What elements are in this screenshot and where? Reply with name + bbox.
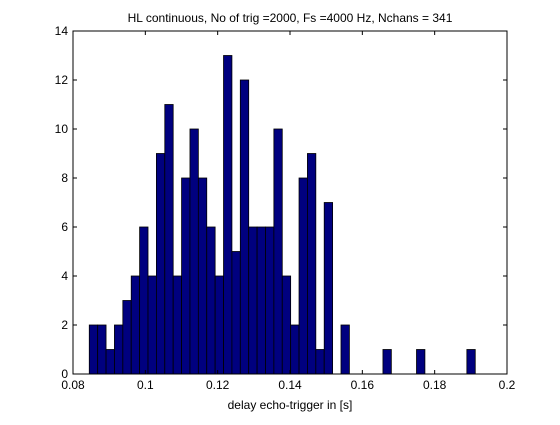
- histogram-bar: [248, 226, 258, 375]
- x-tick-label: 0.2: [499, 378, 516, 392]
- y-tick-label: 0: [61, 367, 68, 381]
- histogram-bar: [239, 79, 250, 375]
- x-tick-label: 0.1: [137, 378, 154, 392]
- histogram-bar: [130, 275, 141, 375]
- x-axis: 0.08 0.1 0.12 0.14 0.16 0.18 0.2: [61, 31, 516, 392]
- x-tick-label: 0.08: [61, 378, 85, 392]
- histogram-bar: [315, 349, 325, 375]
- histogram-bar: [256, 226, 266, 375]
- x-axis-label: delay echo-trigger in [s]: [228, 398, 353, 412]
- y-tick-label: 4: [61, 269, 68, 283]
- histogram-bar: [181, 177, 191, 375]
- histogram-bar: [290, 324, 300, 375]
- chart-title: HL continuous, No of trig =2000, Fs =400…: [128, 11, 453, 25]
- histogram-bar: [382, 349, 392, 375]
- histogram-bar: [223, 55, 233, 375]
- histogram-bar: [298, 177, 308, 375]
- x-tick-label: 0.14: [278, 378, 302, 392]
- histogram-bar: [156, 153, 166, 375]
- histogram-bar: [197, 177, 208, 375]
- y-tick-label: 2: [61, 318, 68, 332]
- histogram-bar: [97, 324, 107, 375]
- histogram-bar: [265, 226, 275, 375]
- histogram-bar: [139, 226, 149, 375]
- histogram-bar: [281, 275, 292, 375]
- x-tick-label: 0.16: [351, 378, 375, 392]
- y-tick-label: 10: [55, 122, 69, 136]
- x-tick-label: 0.18: [423, 378, 447, 392]
- histogram-bar: [466, 349, 476, 375]
- histogram-bar: [340, 324, 350, 375]
- histogram-bar: [307, 153, 317, 375]
- histogram-bar: [164, 104, 174, 375]
- x-tick-label: 0.12: [206, 378, 230, 392]
- histogram-bar: [114, 324, 124, 375]
- histogram-bar: [105, 349, 115, 375]
- histogram-bar: [88, 324, 99, 375]
- histogram-bar: [147, 275, 157, 375]
- histogram-bar: [189, 128, 199, 375]
- y-tick-label: 14: [55, 24, 69, 38]
- histogram-bar: [273, 128, 283, 375]
- y-tick-label: 12: [55, 73, 69, 87]
- histogram-bar: [416, 349, 426, 375]
- histogram-bar: [323, 202, 334, 375]
- histogram-bar: [206, 226, 216, 375]
- y-tick-label: 8: [61, 171, 68, 185]
- histogram-bar: [214, 275, 224, 375]
- y-tick-label: 6: [61, 220, 68, 234]
- histogram-bar: [122, 300, 132, 375]
- y-axis: 0 2 4 6 8 10 12 14: [55, 24, 507, 381]
- histogram-bar: [172, 275, 182, 375]
- histogram-bar: [231, 251, 241, 375]
